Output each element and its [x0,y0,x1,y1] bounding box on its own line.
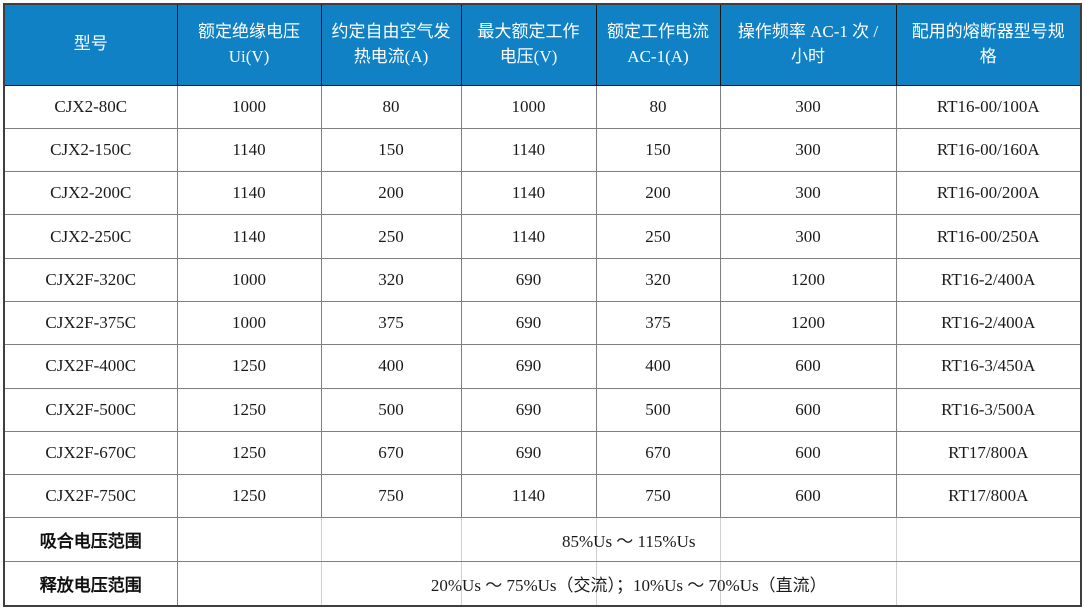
value-cell: RT16-3/450A [895,344,1082,389]
value-cell: 80 [595,84,721,129]
table-row: CJX2-80C 1000 80 1000 80 300 RT16-00/100A [3,84,1082,129]
table-body: CJX2-80C 1000 80 1000 80 300 RT16-00/100A CJX2-… [3,84,1082,519]
value-cell: 1000 [176,300,322,346]
value-cell: 1200 [719,300,897,346]
model-cell: CJX2-250C [3,214,178,259]
model-cell: CJX2F-375C [3,300,178,346]
contactor-spec-table: 型号 额定绝缘电压 Ui(V) 约定自由空气发热电流(A) 最大额定工作电压(V) 额定… [3,3,1082,607]
value-cell: 600 [719,344,897,389]
value-cell: 1140 [460,474,597,519]
value-cell: 600 [719,387,897,432]
value-cell: 1000 [176,84,322,129]
value-cell: 375 [595,300,721,346]
table-row: CJX2-250C 1140 250 1140 250 300 RT16-00/250A [3,214,1082,259]
value-cell: 670 [595,430,721,476]
value-cell: 375 [320,300,462,346]
column-header-1: 额定绝缘电压 Ui(V) [176,3,322,86]
value-cell: 1200 [719,257,897,302]
value-cell: RT16-2/400A [895,300,1082,346]
column-header-5: 操作频率 AC-1 次 / 小时 [719,3,897,86]
value-cell: 1140 [176,214,322,259]
column-header-6: 配用的熔断器型号规格 [895,3,1082,86]
value-cell: 400 [595,344,721,389]
value-cell: RT16-00/200A [895,171,1082,216]
value-cell: 690 [460,300,597,346]
value-cell: RT16-2/400A [895,257,1082,302]
model-cell: CJX2-80C [3,84,178,129]
value-cell: RT17/800A [895,474,1082,519]
value-cell: 200 [320,171,462,216]
value-cell: 500 [320,387,462,432]
column-header-3: 最大额定工作电压(V) [460,3,597,86]
value-cell: 1140 [460,214,597,259]
value-cell: 300 [719,214,897,259]
value-cell: RT16-00/100A [895,84,1082,129]
table-row: CJX2F-500C 1250 500 690 500 600 RT16-3/500A [3,387,1082,432]
value-cell: 300 [719,171,897,216]
value-cell: 600 [719,474,897,519]
value-cell: 1250 [176,430,322,476]
value-cell: 670 [320,430,462,476]
value-cell: 250 [595,214,721,259]
value-cell: 690 [460,430,597,476]
footer-value: 20%Us ～ 75%Us（交流）；10%Us ～ 70%Us（直流） [176,561,1082,607]
value-cell: 690 [460,257,597,302]
table-footer: 吸合电压范围 85%Us ～ 115%Us 释放电压范围 20%Us ～ 75%Us（… [3,517,1082,607]
value-cell: RT16-00/250A [895,214,1082,259]
value-cell: 1250 [176,474,322,519]
value-cell: 750 [320,474,462,519]
column-header-0: 型号 [3,3,178,86]
value-cell: 1140 [176,127,322,173]
value-cell: RT17/800A [895,430,1082,476]
value-cell: 150 [320,127,462,173]
value-cell: 320 [320,257,462,302]
footer-label: 吸合电压范围 [3,517,178,563]
value-cell: 150 [595,127,721,173]
footer-row: 吸合电压范围 85%Us ～ 115%Us [3,517,1082,563]
value-cell: 250 [320,214,462,259]
value-cell: RT16-00/160A [895,127,1082,173]
value-cell: 300 [719,84,897,129]
value-cell: 750 [595,474,721,519]
model-cell: CJX2F-500C [3,387,178,432]
value-cell: 1000 [176,257,322,302]
table-row: CJX2F-750C 1250 750 1140 750 600 RT17/800A [3,474,1082,519]
model-cell: CJX2F-400C [3,344,178,389]
header-row: 型号 额定绝缘电压 Ui(V) 约定自由空气发热电流(A) 最大额定工作电压(V) 额定… [3,3,1082,86]
model-cell: CJX2F-320C [3,257,178,302]
value-cell: 400 [320,344,462,389]
value-cell: 690 [460,344,597,389]
footer-label: 释放电压范围 [3,561,178,607]
footer-row: 释放电压范围 20%Us ～ 75%Us（交流）；10%Us ～ 70%Us（直流… [3,561,1082,607]
value-cell: 320 [595,257,721,302]
value-cell: 80 [320,84,462,129]
footer-value: 85%Us ～ 115%Us [176,517,1082,563]
value-cell: 1000 [460,84,597,129]
model-cell: CJX2F-750C [3,474,178,519]
value-cell: 1140 [176,171,322,216]
table-row: CJX2-200C 1140 200 1140 200 300 RT16-00/200A [3,171,1082,216]
value-cell: RT16-3/500A [895,387,1082,432]
table-row: CJX2F-400C 1250 400 690 400 600 RT16-3/450A [3,344,1082,389]
model-cell: CJX2F-670C [3,430,178,476]
value-cell: 300 [719,127,897,173]
table-row: CJX2-150C 1140 150 1140 150 300 RT16-00/160A [3,127,1082,173]
value-cell: 600 [719,430,897,476]
value-cell: 690 [460,387,597,432]
table-row: CJX2F-670C 1250 670 690 670 600 RT17/800A [3,430,1082,476]
column-header-4: 额定工作电流 AC-1(A) [595,3,721,86]
value-cell: 1140 [460,171,597,216]
value-cell: 1250 [176,387,322,432]
model-cell: CJX2-200C [3,171,178,216]
model-cell: CJX2-150C [3,127,178,173]
value-cell: 1250 [176,344,322,389]
value-cell: 200 [595,171,721,216]
value-cell: 1140 [460,127,597,173]
table-row: CJX2F-375C 1000 375 690 375 1200 RT16-2/400A [3,300,1082,346]
table-row: CJX2F-320C 1000 320 690 320 1200 RT16-2/400A [3,257,1082,302]
column-header-2: 约定自由空气发热电流(A) [320,3,462,86]
value-cell: 500 [595,387,721,432]
